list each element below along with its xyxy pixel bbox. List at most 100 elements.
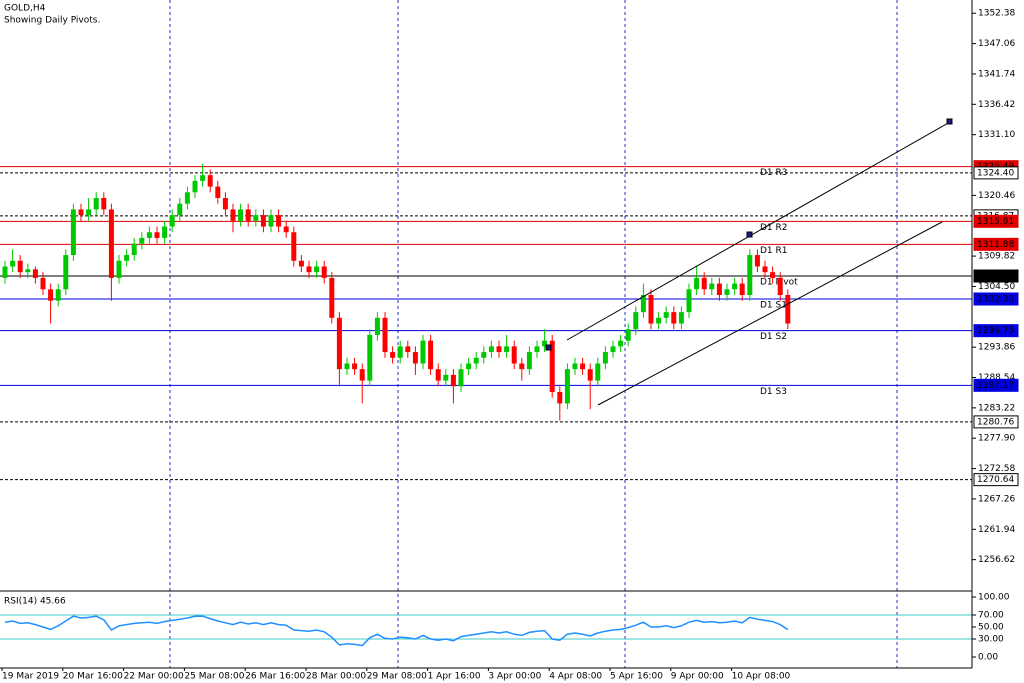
candle-body [656,317,662,324]
level-name: D1 S3 [760,387,787,397]
candle-body [420,340,426,364]
channel-lower [597,221,943,406]
candle-body [101,197,107,210]
candle-body [663,312,669,318]
candle-body [124,255,130,261]
candle-body [785,295,791,324]
level-value: 1270.64 [977,475,1014,485]
candle-body [32,269,38,278]
y-tick-label: 1336.42 [978,100,1015,110]
x-tick-label: 10 Apr 08:00 [732,672,791,682]
candle-body [610,346,616,353]
candle-body [435,369,441,381]
y-tick-label: 1256.62 [978,555,1015,565]
candle-body [260,215,266,227]
candle-body [754,255,760,267]
candle-body [549,340,555,393]
level-box [973,324,1019,338]
candle-body [131,243,137,256]
candle-body [625,329,631,341]
candle-body [230,209,236,221]
candle-body [108,209,114,278]
candle-body [481,352,487,358]
level-box [973,166,1019,180]
candle-body [10,260,16,267]
candle-body [344,363,350,370]
candle-body [542,340,548,347]
candle-body [352,363,358,370]
candle-body [526,352,532,370]
x-tick-label: 22 Mar 00:00 [124,672,184,682]
candle-body [374,317,380,335]
candle-body [268,215,274,227]
rsi-tick-label: 100.00 [978,592,1010,602]
candle-body [306,266,312,273]
level-name: D1 S2 [760,332,787,342]
x-tick-label: 4 Apr 08:00 [549,672,602,682]
candle-body [139,237,145,244]
candle-body [701,277,707,290]
candle-body [291,232,297,261]
candles [2,163,791,421]
candle-body [709,283,715,290]
candle-body [640,295,646,313]
level-box [973,292,1019,306]
candle-body [238,209,244,221]
candle-body [298,260,304,267]
candle-body [397,346,403,358]
candle-body [618,340,624,347]
candle-body [215,186,221,198]
channel-handle [545,344,552,351]
candle-body [747,255,753,295]
x-tick-label: 1 Apr 16:00 [428,672,481,682]
candle-body [63,255,69,290]
rsi-tick-label: 0.00 [978,653,998,663]
candle-body [458,369,464,387]
x-tick-label: 19 Mar 2019 [2,672,59,682]
candle-body [382,317,388,353]
candle-body [321,266,327,278]
candle-body [671,312,677,324]
candle-body [564,369,570,404]
level-value: 1324.40 [977,168,1014,178]
rsi-tick-label: 30.00 [978,635,1004,645]
candle-body [466,363,472,370]
level-name: D1 R1 [760,246,788,256]
candle-body [504,346,510,353]
candle-body [762,266,768,273]
rsi-tick-label: 70.00 [978,610,1004,620]
level-name: D1 R2 [760,223,788,233]
candle-body [595,363,601,381]
candle-body [25,269,31,273]
x-tick-label: 5 Apr 16:00 [610,672,663,682]
candle-body [587,369,593,381]
candle-body [390,352,396,358]
candle-body [496,346,502,353]
y-tick-label: 1331.10 [978,130,1015,140]
candle-body [732,283,738,290]
candle-body [78,209,84,216]
level-value: 1296.75 [977,326,1014,336]
level-value: 1287.17 [977,381,1014,391]
candle-body [359,369,365,381]
candle-body [177,203,183,216]
candle-body [162,226,168,238]
level-value: 1306.33 [977,271,1014,281]
level-box [973,415,1019,429]
y-tick-label: 1309.82 [978,252,1015,262]
y-tick-label: 1277.90 [978,434,1015,444]
level-box [973,269,1019,283]
candle-body [367,334,373,381]
candle-body [336,317,342,370]
candle-body [48,289,54,301]
channel-upper [566,121,951,341]
candle-body [192,180,198,193]
candle-body [40,277,46,290]
candle-body [739,283,745,295]
candle-body [329,277,335,318]
candle-body [511,346,517,364]
level-box [973,473,1019,487]
candle-body [648,295,654,324]
